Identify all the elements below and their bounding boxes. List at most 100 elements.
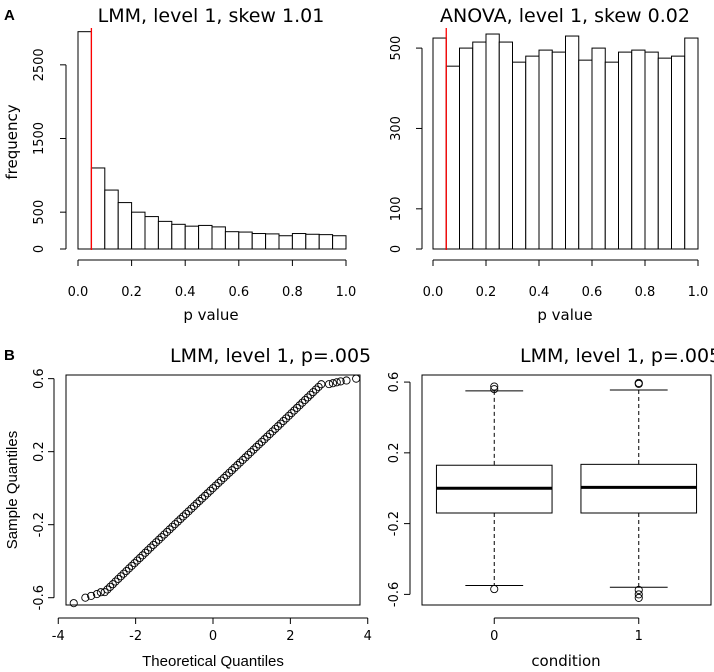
qq-point (287, 409, 296, 418)
outlier-point (634, 378, 643, 388)
qq-point (352, 374, 361, 383)
y-tick-label: 0 (32, 245, 47, 253)
qq-point (227, 466, 237, 475)
qq-point (152, 538, 161, 547)
qq-point (106, 582, 115, 591)
qq-point (116, 572, 125, 581)
qq-point (301, 395, 310, 405)
x-tick-label: 1.0 (336, 285, 357, 300)
qq-point (157, 533, 166, 542)
qq-point (268, 427, 277, 436)
qq-point (149, 540, 158, 549)
x-tick-label: 0.0 (423, 285, 444, 300)
qq-point (135, 553, 144, 563)
histogram-bar (77, 31, 92, 250)
qq-point (225, 468, 234, 477)
histogram-bar (445, 65, 460, 250)
qq-point (189, 502, 199, 511)
qq-point (122, 567, 131, 576)
qq-point (238, 455, 247, 464)
histogram-bar (644, 51, 659, 250)
qq-point (246, 448, 255, 457)
qq-point (211, 481, 220, 490)
histogram-bar (131, 211, 146, 250)
qq-plot-panel: LMM, level 1, p=.005 -4 -2 0 2 4 -0.6 -0.2 0.2 0… (4, 345, 372, 670)
histogram-bar (498, 41, 513, 250)
histogram-bar (551, 51, 566, 250)
x-tick-label: -2 (129, 629, 142, 644)
histogram-bar (604, 61, 619, 250)
y-tick-label: 0.6 (32, 368, 47, 389)
qq-point (244, 450, 253, 459)
chart-title: LMM, level 1, p=.005 (520, 345, 714, 367)
qq-point (263, 432, 272, 441)
qq-point (195, 496, 204, 506)
qq-point (217, 476, 226, 485)
histogram-bar (144, 216, 159, 250)
histogram-bar (171, 223, 186, 250)
qq-point (325, 380, 334, 389)
x-axis-label: Theoretical Quantiles (142, 653, 284, 670)
histogram-bar (305, 233, 320, 250)
histogram-bar (291, 233, 307, 250)
chart-title: ANOVA, level 1, skew 0.02 (440, 5, 690, 27)
panel-label-a: A (4, 7, 15, 24)
y-tick-label: -0.6 (32, 585, 47, 610)
qq-point (119, 569, 128, 578)
x-tick-label: 4 (364, 629, 372, 644)
qq-point (292, 403, 301, 412)
qq-point (176, 514, 185, 524)
qq-point (173, 517, 182, 526)
x-tick-label: 0.8 (635, 285, 656, 300)
y-tick-label: 500 (389, 36, 404, 61)
x-tick-label: 0 (490, 629, 498, 644)
histogram-bar (459, 47, 474, 250)
qq-point (181, 509, 190, 518)
qq-point (114, 574, 123, 583)
qq-point (111, 577, 120, 586)
qq-point (92, 589, 101, 599)
qq-point (81, 593, 90, 602)
histogram-bar (525, 55, 540, 250)
outlier-point (634, 590, 643, 599)
x-tick-label: 1 (635, 629, 643, 644)
qq-point (179, 512, 188, 521)
y-tick-label: 300 (389, 116, 404, 141)
histogram-bar (618, 51, 633, 250)
qq-point (192, 499, 201, 508)
histogram-bar (104, 189, 119, 250)
histogram-bar (631, 49, 646, 250)
panel-label-b: B (4, 347, 15, 364)
x-tick-label: 0.0 (68, 285, 89, 300)
plot-frame (421, 374, 712, 606)
qq-point (138, 551, 147, 560)
qq-point (241, 453, 250, 462)
qq-point (298, 398, 307, 407)
anova-histogram-panel: ANOVA, level 1, skew 0.02 0.0 0.2 0.4 0.6 0.… (389, 5, 708, 324)
qq-point (279, 416, 288, 426)
histogram-bar (671, 55, 686, 250)
x-tick-label: 0.4 (175, 285, 196, 300)
histogram-bar (332, 235, 347, 250)
qq-point (87, 591, 96, 600)
x-tick-label: 0 (209, 629, 217, 644)
qq-point (130, 559, 139, 568)
x-axis-label: condition (531, 652, 600, 670)
qq-point (103, 585, 112, 594)
qq-point (162, 527, 172, 536)
histogram-bar (485, 33, 500, 250)
qq-point (171, 520, 180, 529)
y-tick-label: 1500 (32, 122, 47, 155)
qq-point (141, 548, 150, 557)
y-axis-label: frequency (3, 104, 21, 179)
x-axis-label: p value (537, 306, 592, 324)
outlier-point (490, 585, 499, 594)
qq-point (249, 445, 258, 454)
qq-point (69, 599, 78, 608)
histogram-bar (318, 234, 334, 250)
outlier-point (634, 585, 643, 595)
qq-point (214, 479, 223, 488)
qq-point (160, 530, 169, 539)
histogram-bar (265, 233, 280, 250)
